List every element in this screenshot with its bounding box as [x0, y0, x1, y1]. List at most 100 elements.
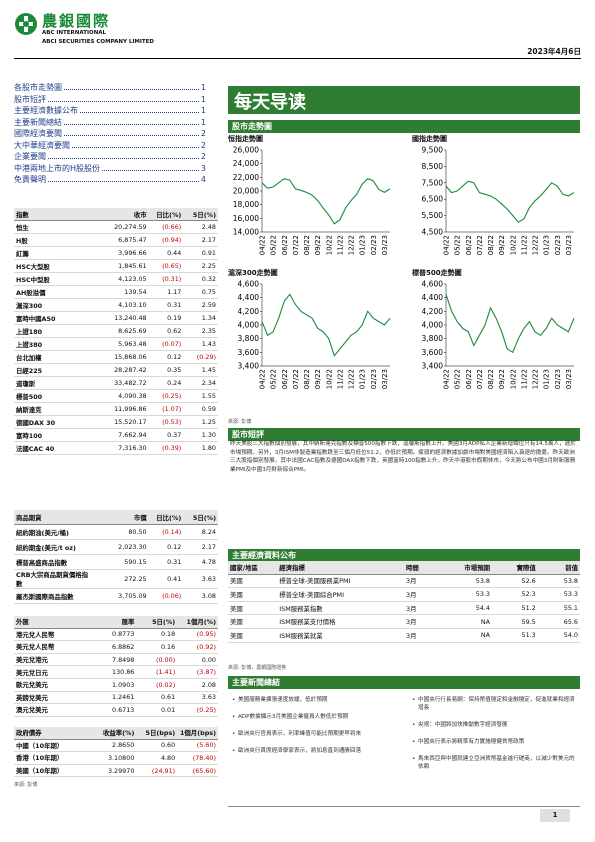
toc-entry: 主要新聞總結 1 — [14, 117, 206, 129]
table-row: 美國 標普全球-美國服務業PMI 3月 53.8 52.6 53.8 — [228, 574, 580, 589]
toc-page[interactable]: 1 — [200, 106, 206, 115]
x-tick-label: 12/22 — [532, 369, 540, 389]
leader — [64, 135, 199, 136]
table-cell: 11,996.86 — [95, 402, 149, 416]
toc-link[interactable]: 大中華經濟要聞 — [14, 140, 70, 150]
header-cell: 政府債券 — [14, 727, 92, 740]
news-item: • 馬來西亞與中國就建立亞洲貨幣基金進行磋商，以減少對美元的依賴 — [412, 755, 580, 771]
y-tick-label: 4,600 — [422, 280, 444, 289]
x-tick-label: 07/22 — [476, 369, 484, 389]
header-cell: 5日(%) — [183, 208, 218, 221]
leader — [48, 100, 199, 102]
table-cell: (0.53) — [148, 415, 184, 429]
toc-link[interactable]: 免責聲明 — [14, 175, 46, 184]
table-cell: 3.29970 — [91, 764, 137, 778]
table-cell: (0.94) — [148, 233, 184, 247]
table-cell: 3月 — [404, 601, 447, 616]
toc-page[interactable]: 4 — [200, 175, 206, 184]
toc-link[interactable]: 企業要聞 — [14, 152, 46, 161]
x-tick-label: 11/22 — [336, 235, 344, 255]
toc-link[interactable]: 各股市走勢圖 — [14, 83, 62, 92]
toc-page[interactable]: 3 — [200, 163, 206, 173]
header-cell: 5日(%) — [183, 510, 218, 525]
y-tick-label: 3,600 — [238, 348, 260, 357]
line-chart: 3,400 3,600 3,800 4,000 4,200 4,400 4,600 04/22… — [238, 280, 391, 389]
table-cell: HSC大型股 — [14, 259, 96, 273]
table-cell: (1.07) — [148, 402, 184, 416]
table-cell: 歐元兌美元 — [14, 678, 96, 692]
table-cell: (1.41) — [136, 665, 178, 679]
banner: 每天导读 — [228, 86, 580, 114]
header-cell: 商品期貨 — [14, 510, 96, 525]
x-tick-label: 01/23 — [543, 235, 551, 255]
table-cell: HSC中型股 — [14, 272, 96, 286]
table-row: 道瓊斯 33,482.72 0.24 2.34 — [14, 376, 218, 390]
toc-link[interactable]: 股市短評 — [14, 94, 46, 104]
toc-page[interactable]: 1 — [200, 94, 206, 104]
toc-link[interactable]: 中港兩地上市的H股股份 — [14, 163, 101, 173]
toc-page[interactable]: 2 — [200, 152, 206, 161]
toc-link[interactable]: 主要新聞總結 — [14, 117, 62, 127]
news-text: 美國服務業擴張速度放緩，低於預期 — [238, 697, 328, 703]
y-tick-label: 3,400 — [422, 362, 444, 371]
toc-entry: 免責聲明 4 — [14, 174, 206, 186]
table: 政府債券 收益率(%) 5日(bps) 1個月(bps) 中國（10年期） 2.8650 0… — [14, 727, 218, 778]
source-note: 來源: 彭博 — [228, 419, 252, 425]
report-date: 2023年4月6日 — [527, 47, 581, 56]
table-cell: 55.1 — [537, 601, 580, 616]
source-note: 來源: 彭博，農銀國際證券 — [228, 665, 287, 671]
bullet: • — [412, 722, 416, 728]
x-tick-label: 05/22 — [454, 369, 462, 389]
table-cell: 富時中國A50 — [14, 311, 96, 325]
x-tick-label: 10/22 — [325, 235, 333, 255]
table-row: 羅杰斯國際商品指數 3,705.09 (0.06) 3.08 — [14, 588, 218, 604]
table-cell: (0.02) — [136, 678, 178, 692]
y-tick-label: 18,000 — [233, 200, 259, 209]
toc-link[interactable]: 主要經濟數據公布 — [14, 106, 78, 115]
x-tick-label: 10/22 — [509, 369, 517, 389]
line-chart: 14,000 16,000 18,000 20,000 22,000 24,000 26,0… — [233, 146, 391, 255]
table-cell: 0.31 — [148, 554, 184, 570]
x-tick-label: 05/22 — [270, 235, 278, 255]
table-cell: 香港（10年期） — [14, 751, 92, 765]
toc-page[interactable]: 2 — [200, 129, 206, 138]
table-cell: 80.50 — [95, 524, 149, 540]
header-row: 商品期貨 市價 日比(%) 5日(%) — [14, 510, 218, 525]
x-tick-label: 11/22 — [520, 369, 528, 389]
toc-page[interactable]: 1 — [200, 117, 206, 127]
news-item: • ADP數據顯示3月美國企業僱員人數低於預期 — [232, 713, 402, 721]
toc-link[interactable]: 國際經濟要聞 — [14, 129, 62, 138]
bond-table: 政府債券 收益率(%) 5日(bps) 1個月(bps) 中國（10年期） 2.8650 0… — [14, 727, 218, 778]
table-row: AH股溢價 139.54 1.17 0.75 — [14, 285, 218, 299]
line — [261, 178, 391, 225]
table-cell: 7.8498 — [95, 653, 137, 667]
table-cell: 0.37 — [148, 428, 184, 442]
x-tick-label: 12/22 — [348, 235, 356, 255]
table-cell: 2,023.30 — [95, 539, 149, 555]
table-row: 美國（10年期） 3.29970 (24.91) (65.60) — [14, 764, 218, 778]
table-cell: 0.6713 — [95, 703, 137, 717]
x-tick-label: 06/22 — [281, 235, 289, 255]
table-cell: 美元兌日元 — [14, 665, 96, 679]
toc-page[interactable]: 2 — [200, 140, 206, 150]
table-cell: (78.40) — [177, 751, 218, 765]
toc-page[interactable]: 1 — [200, 83, 206, 92]
table-cell: ISM服務業就業 — [277, 628, 404, 643]
table-cell: 2.35 — [183, 324, 218, 338]
y-tick-label: 3,400 — [238, 362, 260, 371]
line-chart: 4,500 5,500 6,500 7,500 8,500 9,500 04/22 05/22… — [422, 146, 575, 255]
y-tick-label: 4,000 — [238, 321, 260, 330]
table-cell: 0.19 — [148, 311, 184, 325]
table-cell: 美元兌人民幣 — [14, 640, 96, 654]
news-item: • 央視：中國將加快推動數字經濟發展 — [412, 721, 580, 729]
table-row: 上證180 8,625.69 0.62 2.35 — [14, 324, 218, 338]
chart-title: 滬深300走勢圖 — [228, 269, 278, 277]
table-row: 英鎊兌美元 1.2461 0.61 3.63 — [14, 691, 218, 705]
x-tick-label: 11/22 — [520, 235, 528, 255]
table-row: 日經225 28,287.42 0.35 1.45 — [14, 363, 218, 377]
leader — [48, 181, 199, 182]
leader — [48, 158, 199, 159]
table: 商品期貨 市價 日比(%) 5日(%) 紐約期油(美元/桶) 80.50 (0.14) 8.2… — [14, 510, 218, 604]
table-cell: 2.17 — [183, 233, 218, 247]
x-tick-label: 02/23 — [554, 235, 562, 255]
